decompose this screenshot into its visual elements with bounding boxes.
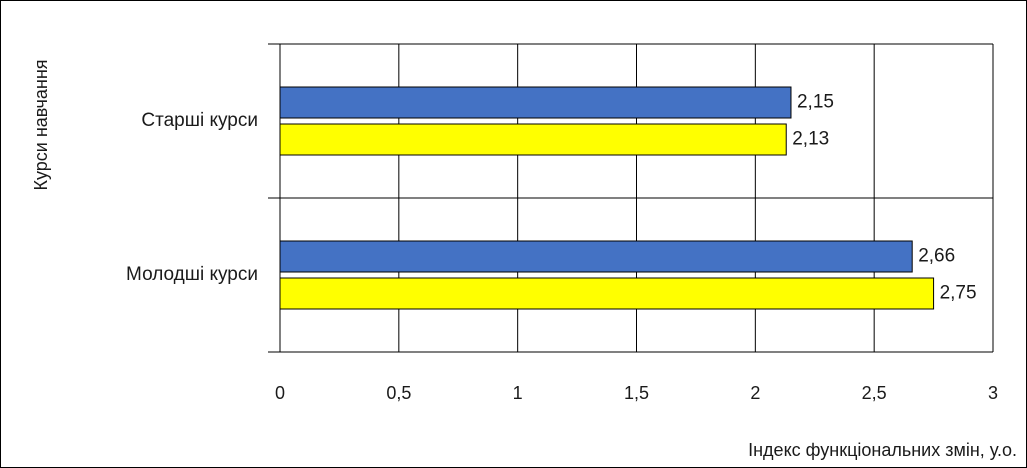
x-tick-labels: 0 0,5 1 1,5 2 2,5 3 bbox=[275, 383, 998, 403]
bars-group bbox=[279, 86, 935, 310]
bar bbox=[279, 123, 787, 156]
data-labels: 2,15 2,13 2,66 2,75 bbox=[792, 92, 976, 304]
category-label: Старші курси bbox=[141, 110, 258, 131]
x-axis-title: Індекс функціональних змін, у.о. bbox=[748, 440, 1017, 460]
x-tick-label: 1 bbox=[513, 383, 523, 403]
bar bbox=[279, 277, 935, 310]
bar bbox=[279, 240, 913, 273]
data-label: 2,75 bbox=[940, 283, 977, 304]
data-label: 2,15 bbox=[797, 92, 834, 113]
x-tick-label: 2,5 bbox=[862, 383, 887, 403]
category-label: Молодші курси bbox=[126, 264, 258, 285]
x-tick-label: 0 bbox=[275, 383, 285, 403]
x-tick-label: 0,5 bbox=[386, 383, 411, 403]
x-tick-label: 3 bbox=[988, 383, 998, 403]
x-tick-label: 2 bbox=[750, 383, 760, 403]
data-label: 2,66 bbox=[918, 246, 955, 267]
category-labels: Старші курси Молодші курси bbox=[126, 110, 258, 285]
bar bbox=[279, 86, 792, 119]
x-tick-label: 1,5 bbox=[624, 383, 649, 403]
y-axis-title: Курси навчання bbox=[31, 59, 51, 190]
data-label: 2,13 bbox=[792, 129, 829, 150]
